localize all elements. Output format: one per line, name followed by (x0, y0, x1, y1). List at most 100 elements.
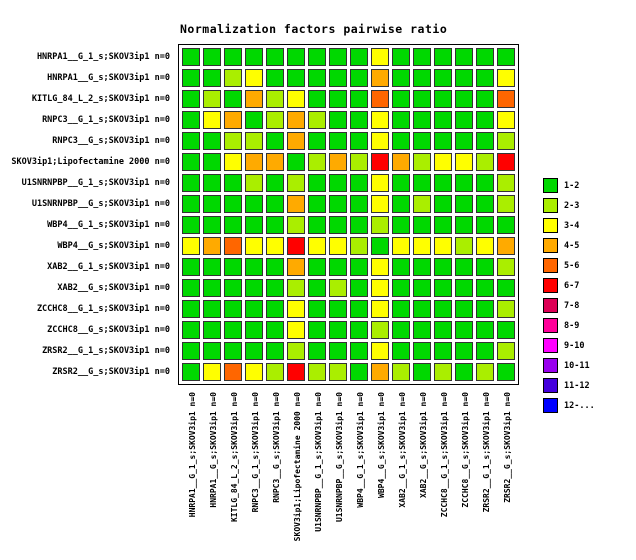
legend-entry: 4-5 (543, 238, 595, 253)
heatmap-cell (329, 90, 347, 108)
heatmap-cell (182, 111, 200, 129)
col-label-text: HNRPA1__G_1_s;SKOV3ip1 n=0 (187, 392, 197, 518)
heatmap-cell (287, 279, 305, 297)
heatmap-cell (392, 300, 410, 318)
col-label-text: ZCCHC8__G_s;SKOV3ip1 n=0 (460, 392, 470, 508)
col-label: SKOV3ip1;Lipofectamine 2000 n=0 (287, 392, 308, 544)
heatmap-cell (266, 90, 284, 108)
heatmap-cell (245, 321, 263, 339)
heatmap-cell (350, 195, 368, 213)
row-label: ZRSR2__G_1_s;SKOV3ip1 n=0 (42, 346, 170, 356)
heatmap-cell (308, 195, 326, 213)
heatmap-cell (434, 132, 452, 150)
heatmap-cell (371, 69, 389, 87)
legend-label: 8-9 (564, 320, 580, 331)
legend-entry: 7-8 (543, 298, 595, 313)
heatmap-cell (392, 48, 410, 66)
heatmap-cell (455, 48, 473, 66)
heatmap-cell (371, 279, 389, 297)
heatmap-cell (434, 195, 452, 213)
col-label-text: ZCCHC8__G_1_s;SKOV3ip1 n=0 (439, 392, 449, 518)
heatmap-cell (434, 111, 452, 129)
heatmap-figure: Normalization factors pairwise ratio HNR… (11, 22, 595, 544)
legend-entry: 3-4 (543, 218, 595, 233)
heatmap-cell (413, 279, 431, 297)
heatmap-cell (455, 90, 473, 108)
legend-entry: 1-2 (543, 178, 595, 193)
heatmap-cell (392, 237, 410, 255)
heatmap-cell (497, 111, 515, 129)
heatmap-cell (266, 153, 284, 171)
legend-entry: 5-6 (543, 258, 595, 273)
col-label-text: WBP4__G_1_s;SKOV3ip1 n=0 (355, 392, 365, 508)
row-label: XAB2__G_1_s;SKOV3ip1 n=0 (47, 262, 170, 272)
heatmap-cell (497, 90, 515, 108)
heatmap-cell (476, 363, 494, 381)
heatmap-cell (287, 153, 305, 171)
heatmap-cell (434, 258, 452, 276)
heatmap-cell (203, 321, 221, 339)
heatmap-cell (350, 321, 368, 339)
heatmap-cell (308, 48, 326, 66)
heatmap-cell (308, 69, 326, 87)
heatmap-cell (203, 90, 221, 108)
heatmap-cell (308, 237, 326, 255)
col-label: WBP4__G_1_s;SKOV3ip1 n=0 (350, 392, 371, 544)
heatmap-cell (434, 279, 452, 297)
heatmap-cell (476, 342, 494, 360)
legend-entry: 10-11 (543, 358, 595, 373)
heatmap-cell (434, 174, 452, 192)
heatmap-cell (308, 174, 326, 192)
heatmap-cell (329, 69, 347, 87)
legend-swatch (543, 178, 558, 193)
col-label-text: U1SNRNPBP__G_s;SKOV3ip1 n=0 (334, 392, 344, 523)
heatmap-cell (329, 237, 347, 255)
heatmap-cell (371, 363, 389, 381)
heatmap-cell (182, 363, 200, 381)
legend-entry: 2-3 (543, 198, 595, 213)
heatmap-cell (266, 363, 284, 381)
legend-label: 6-7 (564, 280, 580, 291)
legend-label: 5-6 (564, 260, 580, 271)
col-label: XAB2__G_1_s;SKOV3ip1 n=0 (392, 392, 413, 544)
heatmap-cell (329, 342, 347, 360)
col-label: ZRSR2__G_s;SKOV3ip1 n=0 (497, 392, 518, 544)
col-label: XAB2__G_s;SKOV3ip1 n=0 (413, 392, 434, 544)
heatmap-cell (266, 300, 284, 318)
legend-label: 7-8 (564, 300, 580, 311)
heatmap-cell (371, 153, 389, 171)
heatmap-cell (287, 111, 305, 129)
col-label-text: SKOV3ip1;Lipofectamine 2000 n=0 (292, 392, 302, 542)
heatmap-cell (434, 216, 452, 234)
heatmap-cell (308, 132, 326, 150)
heatmap-cell (224, 300, 242, 318)
heatmap-cell (287, 90, 305, 108)
heatmap-cell (245, 342, 263, 360)
heatmap-cell (245, 195, 263, 213)
heatmap-cell (329, 132, 347, 150)
heatmap-cell (476, 111, 494, 129)
heatmap-cell (392, 258, 410, 276)
row-label: ZCCHC8__G_s;SKOV3ip1 n=0 (47, 325, 170, 335)
col-label: ZCCHC8__G_s;SKOV3ip1 n=0 (455, 392, 476, 544)
heatmap-cell (434, 237, 452, 255)
heatmap-cell (392, 111, 410, 129)
heatmap-cell (329, 321, 347, 339)
heatmap-cell (203, 153, 221, 171)
heatmap-cell (392, 195, 410, 213)
heatmap-cell (497, 174, 515, 192)
col-label-text: HNRPA1__G_s;SKOV3ip1 n=0 (208, 392, 218, 508)
heatmap-cell (287, 300, 305, 318)
heatmap-cell (413, 363, 431, 381)
heatmap-cell (224, 279, 242, 297)
row-label: XAB2__G_s;SKOV3ip1 n=0 (57, 283, 170, 293)
col-label: ZCCHC8__G_1_s;SKOV3ip1 n=0 (434, 392, 455, 544)
heatmap-cell (350, 363, 368, 381)
heatmap-cell (497, 300, 515, 318)
legend-label: 11-12 (564, 380, 590, 391)
heatmap-cell (182, 195, 200, 213)
heatmap-cell (245, 237, 263, 255)
legend-swatch (543, 338, 558, 353)
legend-label: 3-4 (564, 220, 580, 231)
heatmap-cell (245, 363, 263, 381)
